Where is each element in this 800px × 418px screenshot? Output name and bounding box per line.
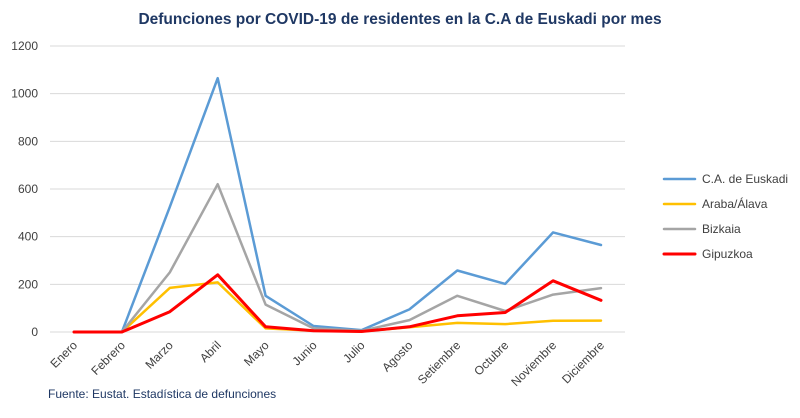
y-tick-label: 400 bbox=[18, 230, 38, 244]
x-tick-label: Noviembre bbox=[508, 338, 559, 389]
y-tick-label: 1200 bbox=[11, 39, 38, 53]
source-note: Fuente: Eustat. Estadística de defuncion… bbox=[48, 387, 276, 401]
y-tick-label: 800 bbox=[18, 134, 38, 148]
x-axis-ticks: Enero Febrero Marzo Abril Mayo Junio Julio Agos… bbox=[48, 338, 608, 389]
chart-title: Defunciones por COVID-19 de residentes e… bbox=[138, 11, 661, 28]
x-tick-label: Diciembre bbox=[559, 338, 607, 386]
legend-label: Gipuzkoa bbox=[702, 247, 753, 261]
x-tick-label: Octubre bbox=[471, 338, 511, 378]
x-tick-label: Febrero bbox=[88, 338, 128, 378]
x-tick-label: Julio bbox=[340, 338, 368, 366]
x-tick-label: Setiembre bbox=[415, 338, 464, 387]
series-lines bbox=[72, 76, 603, 334]
legend: C.A. de Euskadi Araba/Álava Bizkaia Gipuzko… bbox=[662, 172, 788, 261]
gridlines bbox=[50, 45, 625, 333]
series-line-2 bbox=[72, 281, 603, 334]
x-tick-label: Agosto bbox=[379, 338, 416, 375]
legend-label: C.A. de Euskadi bbox=[702, 172, 788, 186]
x-tick-label: Marzo bbox=[142, 338, 176, 372]
series-line-4 bbox=[72, 273, 603, 334]
x-tick-label: Enero bbox=[48, 338, 81, 371]
series-line-3 bbox=[72, 182, 603, 334]
legend-label: Araba/Álava bbox=[702, 196, 768, 211]
legend-label: Bizkaia bbox=[702, 222, 741, 236]
y-tick-label: 1000 bbox=[11, 87, 38, 101]
x-tick-label: Mayo bbox=[241, 338, 272, 369]
y-tick-label: 600 bbox=[18, 182, 38, 196]
x-tick-label: Junio bbox=[289, 338, 319, 368]
x-tick-label: Abril bbox=[197, 338, 224, 365]
y-tick-label: 0 bbox=[31, 325, 38, 339]
series-line-1 bbox=[72, 76, 603, 334]
y-axis-ticks: 0 200 400 600 800 1000 1200 bbox=[11, 39, 38, 339]
y-tick-label: 200 bbox=[18, 277, 38, 291]
